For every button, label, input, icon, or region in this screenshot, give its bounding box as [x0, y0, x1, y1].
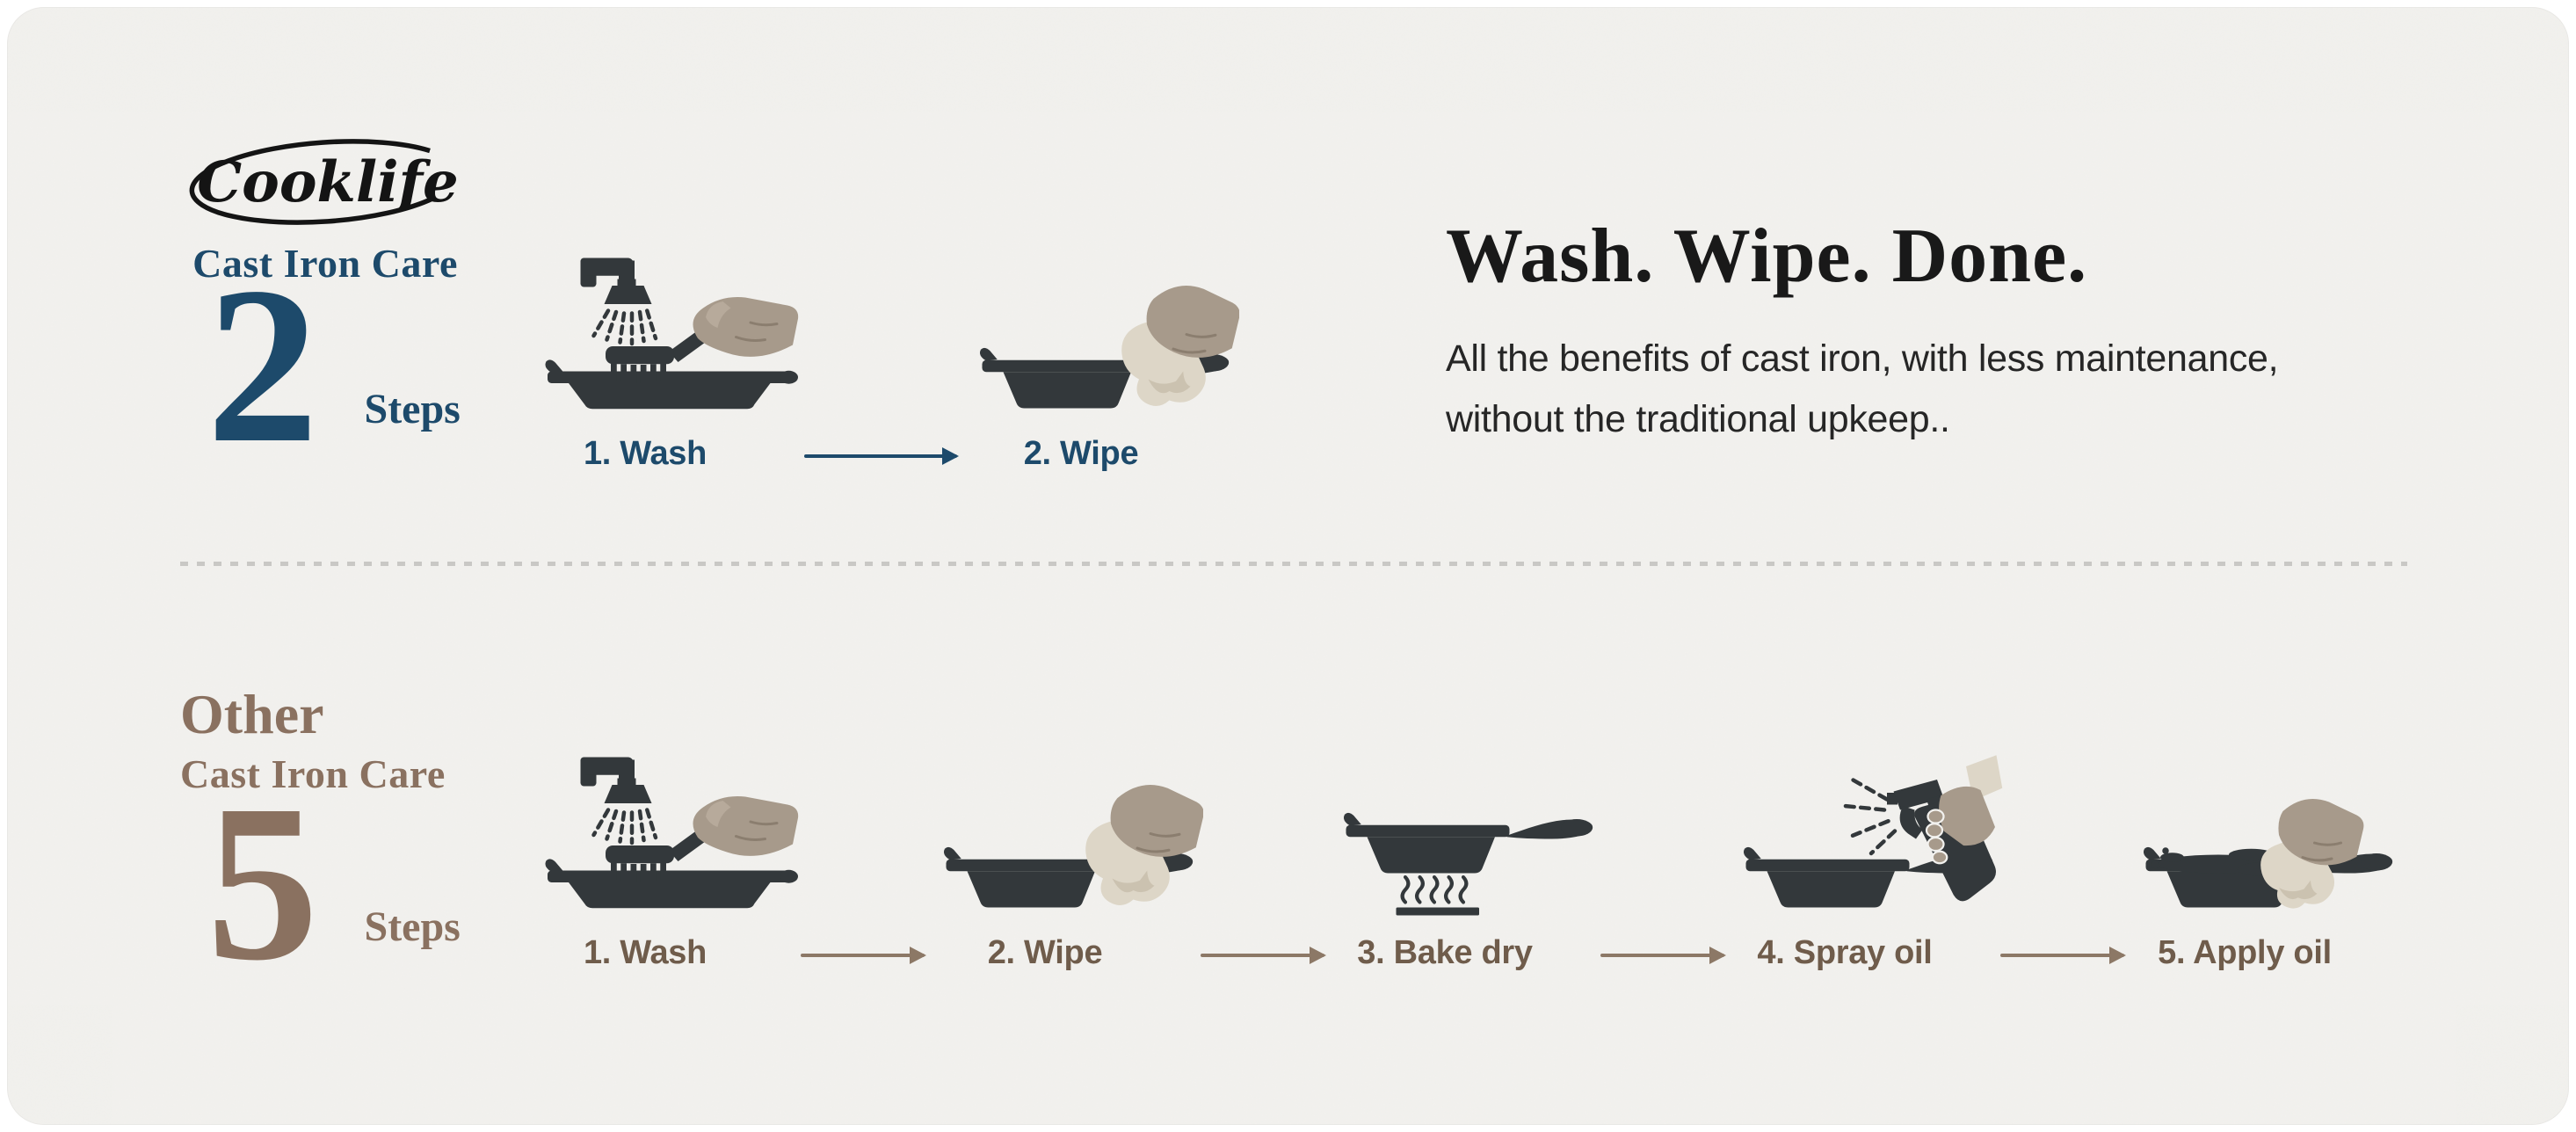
- right-arrow-icon: [1199, 954, 1326, 957]
- hero-subtitle: All the benefits of cast iron, with less…: [1446, 329, 2456, 450]
- arrow-line: [804, 454, 957, 458]
- bottom-step-count-label: Steps: [364, 903, 461, 951]
- right-arrow-icon: [1999, 954, 2126, 957]
- step-wipe: 2. Wipe: [962, 238, 1235, 473]
- right-arrow-icon: [799, 954, 926, 957]
- hero-subtitle-line2: without the traditional upkeep..: [1446, 397, 1950, 440]
- wash-icon: [540, 238, 803, 423]
- hero-subtitle-line1: All the benefits of cast iron, with less…: [1446, 337, 2279, 380]
- top-step-count: 2 Steps: [180, 242, 479, 490]
- wipe-icon: [940, 737, 1203, 922]
- step-wipe: 2. Wipe: [926, 737, 1199, 972]
- step-wash: 1. Wash: [526, 737, 799, 972]
- bottom-section-pretitle: Other: [180, 683, 324, 745]
- spray-oil-icon: [1739, 737, 2003, 922]
- logo-text: Cooklife: [197, 149, 459, 215]
- step-wash: 1. Wash: [526, 238, 799, 473]
- bake-dry-icon: [1339, 737, 1603, 922]
- brand-block-top: Cooklife Cast Iron Care 2 Steps: [180, 129, 479, 490]
- step-label: 2. Wipe: [1023, 435, 1139, 472]
- step-label: 5. Apply oil: [2158, 934, 2332, 971]
- arrow-line: [1201, 954, 1324, 957]
- step-label: 3. Bake dry: [1357, 934, 1533, 971]
- step-label: 4. Spray oil: [1757, 934, 1933, 971]
- step-bake-dry: 3. Bake dry: [1326, 737, 1599, 972]
- infographic-card: Cooklife Cast Iron Care 2 Steps Wash. Wi…: [7, 7, 2569, 1125]
- dashed-divider: [180, 562, 2407, 566]
- cooklife-logo: Cooklife: [189, 139, 461, 225]
- arrow-line: [1600, 954, 1724, 957]
- apply-oil-icon: [2139, 737, 2403, 922]
- right-arrow-icon: [799, 454, 962, 458]
- right-arrow-icon: [1599, 954, 1726, 957]
- top-step-count-number: 2: [207, 242, 319, 490]
- step-apply-oil: 5. Apply oil: [2126, 737, 2398, 972]
- bottom-step-count: 5 Steps: [180, 759, 549, 1008]
- step-spray-oil: 4. Spray oil: [1726, 737, 1999, 972]
- arrow-line: [801, 954, 925, 957]
- hero-block: Wash. Wipe. Done. All the benefits of ca…: [1446, 212, 2456, 450]
- top-step-count-label: Steps: [364, 386, 461, 433]
- top-steps-row: 1. Wash 2. Wipe: [526, 238, 1235, 473]
- wash-icon: [540, 737, 803, 922]
- hero-headline: Wash. Wipe. Done.: [1446, 214, 2088, 299]
- step-label: 1. Wash: [583, 934, 707, 971]
- step-label: 1. Wash: [583, 435, 707, 472]
- bottom-step-count-number: 5: [207, 759, 319, 1008]
- brand-block-bottom: Other Cast Iron Care 5 Steps: [180, 683, 549, 1008]
- bottom-steps-row: 1. Wash 2. Wipe 3. Bake dry 4. Spray oil: [526, 737, 2398, 972]
- wipe-icon: [976, 238, 1239, 423]
- arrow-line: [2000, 954, 2124, 957]
- step-label: 2. Wipe: [987, 934, 1103, 971]
